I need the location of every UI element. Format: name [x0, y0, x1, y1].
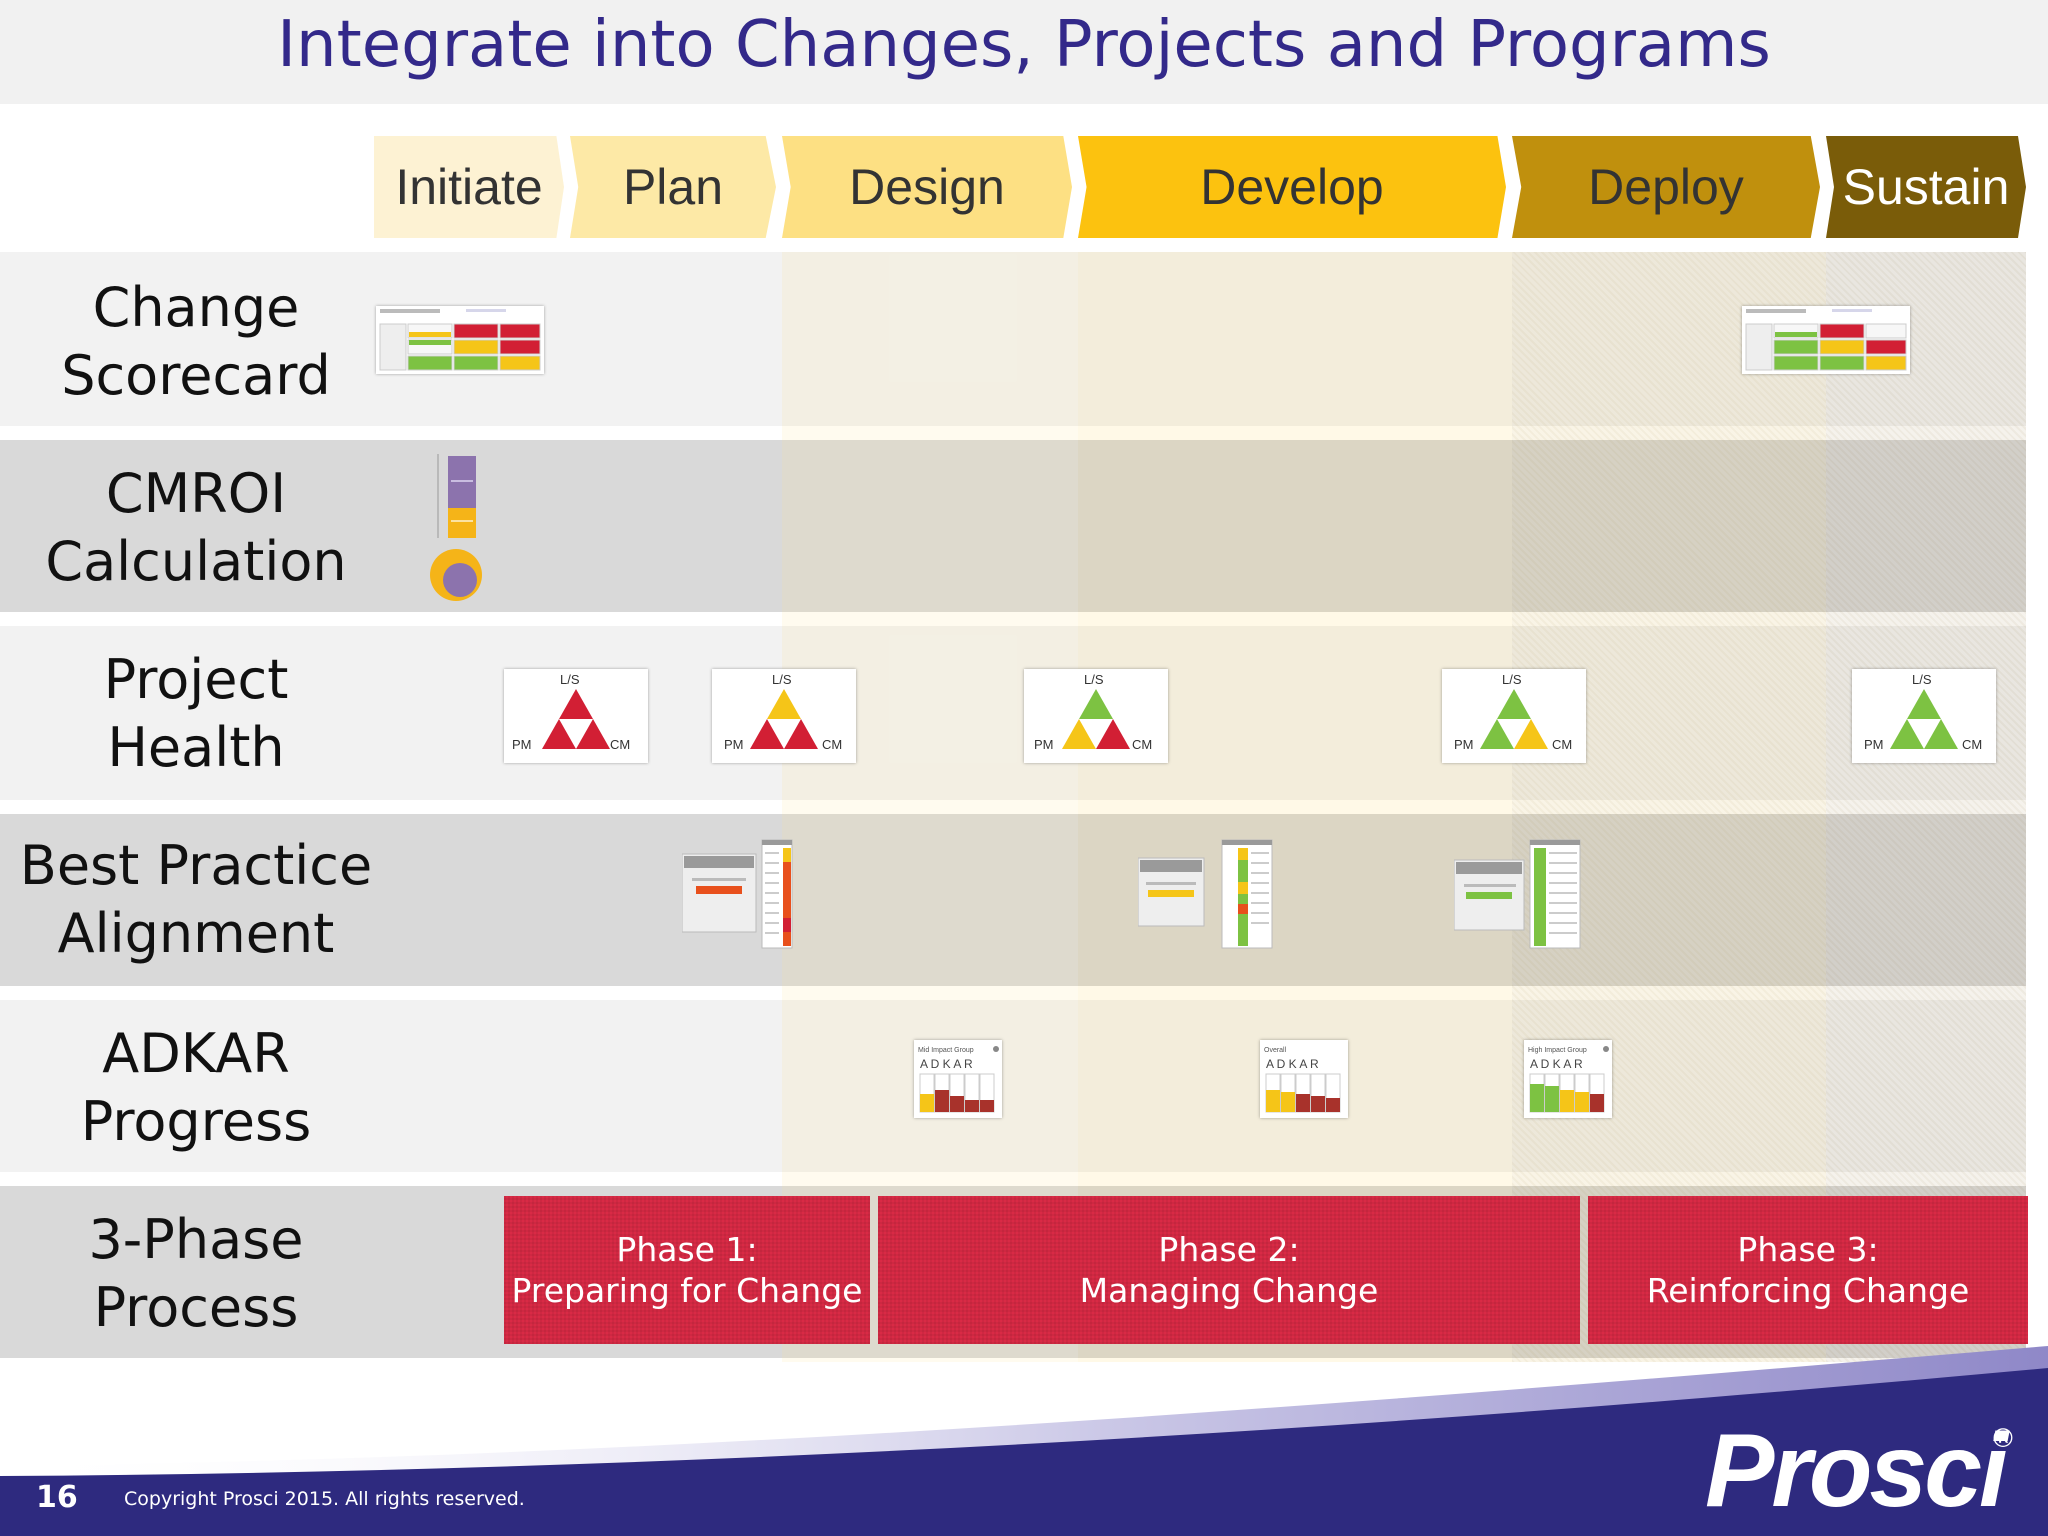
- row-band-cmroi: [0, 440, 2026, 612]
- phase-2-block: Phase 2: Managing Change: [878, 1196, 1580, 1344]
- scorecard-thumbnail: [1742, 306, 1910, 374]
- row-label-process: 3-Phase Process: [88, 1208, 304, 1339]
- row-band-adkar: [0, 1000, 2026, 1172]
- best-practice-thumbnail: [682, 839, 793, 949]
- chevron-initiate: Initiate: [374, 136, 564, 238]
- svg-text:CM: CM: [822, 737, 842, 752]
- chevron-sustain: Sustain: [1826, 136, 2026, 238]
- row-band-scorecard: [0, 252, 2026, 426]
- chevron-sustain-label: Sustain: [1842, 159, 2010, 215]
- prosci-logo: Prosci: [1705, 1413, 2008, 1529]
- svg-text:A D K A R: A D K A R: [1266, 1057, 1319, 1071]
- row-band-alignment: [0, 814, 2026, 986]
- svg-text:CM: CM: [610, 737, 630, 752]
- title-bar: [0, 0, 2048, 104]
- cmroi-thumbnail: [430, 454, 482, 601]
- svg-text:L/S: L/S: [1084, 672, 1104, 687]
- svg-text:L/S: L/S: [1502, 672, 1522, 687]
- svg-text:L/S: L/S: [1912, 672, 1932, 687]
- phase-2-title: Phase 2:: [1158, 1230, 1300, 1269]
- chevron-develop-label: Develop: [1200, 159, 1384, 215]
- footer-swoosh: [0, 1346, 2048, 1536]
- project-health-thumbnail: L/S PM CM: [1852, 669, 1996, 763]
- row-label-adkar: ADKAR Progress: [80, 1022, 312, 1153]
- adkar-thumbnail: Overall A D K A R: [1260, 1040, 1348, 1118]
- svg-text:CM: CM: [1962, 737, 1982, 752]
- adkar-thumbnail: Mid Impact Group A D K A R: [914, 1040, 1002, 1118]
- project-health-thumbnail: L/S PM CM: [712, 669, 856, 763]
- chevron-deploy: Deploy: [1512, 136, 1820, 238]
- best-practice-thumbnail: [1138, 839, 1273, 949]
- phase-1-block: Phase 1: Preparing for Change: [504, 1196, 870, 1344]
- svg-text:PM: PM: [1034, 737, 1054, 752]
- copyright-text: Copyright Prosci 2015. All rights reserv…: [124, 1488, 525, 1510]
- row-label-health: Project Health: [103, 648, 289, 779]
- project-health-thumbnail: L/S PM CM: [504, 669, 648, 763]
- phase-3-subtitle: Reinforcing Change: [1646, 1271, 1970, 1310]
- svg-text:CM: CM: [1132, 737, 1152, 752]
- svg-text:Mid Impact Group: Mid Impact Group: [918, 1047, 974, 1054]
- phase-3-title: Phase 3:: [1737, 1230, 1879, 1269]
- svg-text:Overall: Overall: [1264, 1047, 1287, 1054]
- svg-text:PM: PM: [1454, 737, 1474, 752]
- column-tint-design: [782, 252, 1078, 1362]
- phase-1-title: Phase 1:: [616, 1230, 758, 1269]
- scorecard-thumbnail: [376, 306, 544, 374]
- svg-text:PM: PM: [512, 737, 532, 752]
- project-health-thumbnail: L/S PM CM: [1024, 669, 1168, 763]
- row-label-scorecard: Change Scorecard: [61, 276, 331, 407]
- column-tint-develop: [1078, 252, 1512, 1362]
- row-band-health: [0, 626, 2026, 800]
- chevron-plan: Plan: [570, 136, 776, 238]
- svg-text:A D K A R: A D K A R: [920, 1057, 973, 1071]
- svg-text:L/S: L/S: [772, 672, 792, 687]
- registered-mark: ®: [1990, 1424, 2016, 1454]
- chevron-design: Design: [782, 136, 1072, 238]
- row-label-alignment: Best Practice Alignment: [19, 834, 373, 965]
- column-tint-deploy: [1512, 252, 1826, 1362]
- project-health-thumbnail: L/S PM CM: [1442, 669, 1586, 763]
- svg-text:A D K A R: A D K A R: [1530, 1057, 1583, 1071]
- column-tint-sustain: [1826, 252, 2026, 1362]
- svg-text:High Impact Group: High Impact Group: [1528, 1047, 1587, 1054]
- svg-text:PM: PM: [724, 737, 744, 752]
- page-title: Integrate into Changes, Projects and Pro…: [277, 8, 1771, 82]
- phase-3-block: Phase 3: Reinforcing Change: [1588, 1196, 2028, 1344]
- chevron-design-label: Design: [849, 159, 1005, 215]
- chevron-deploy-label: Deploy: [1588, 159, 1744, 215]
- chevron-develop: Develop: [1078, 136, 1506, 238]
- page-number: 16: [36, 1480, 78, 1515]
- svg-text:CM: CM: [1552, 737, 1572, 752]
- svg-text:L/S: L/S: [560, 672, 580, 687]
- phase-1-subtitle: Preparing for Change: [511, 1271, 863, 1310]
- phase-2-subtitle: Managing Change: [1079, 1271, 1379, 1310]
- best-practice-thumbnail: [1454, 839, 1581, 949]
- svg-text:PM: PM: [1864, 737, 1884, 752]
- row-label-cmroi: CMROI Calculation: [45, 462, 347, 593]
- chevron-initiate-label: Initiate: [395, 159, 543, 215]
- chevron-plan-label: Plan: [622, 159, 724, 215]
- adkar-thumbnail: High Impact Group A D K A R: [1524, 1040, 1612, 1118]
